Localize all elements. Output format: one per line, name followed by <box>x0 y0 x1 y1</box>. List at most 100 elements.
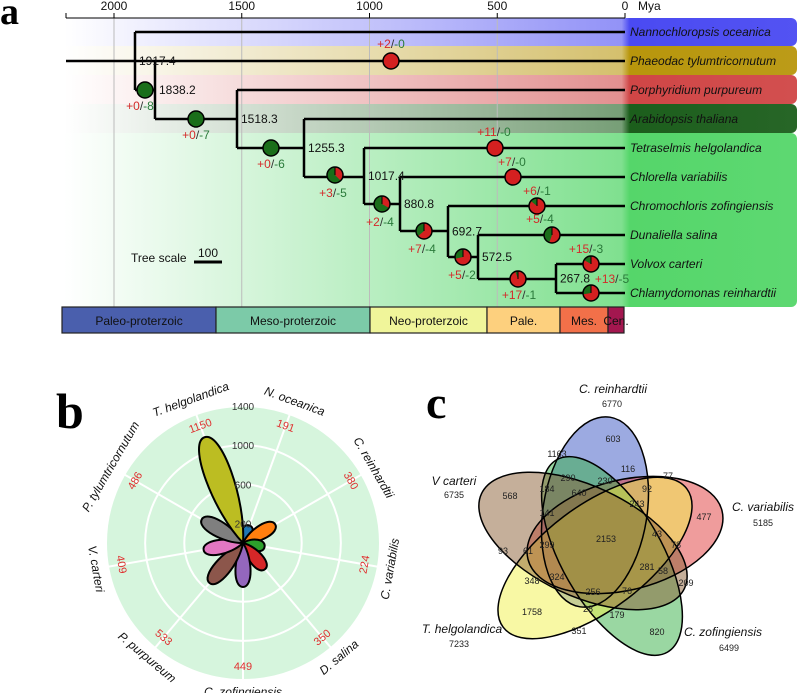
separator: / <box>391 37 395 51</box>
venn-region-count: 230 <box>597 476 612 486</box>
gain-loss-label: +0/-8 <box>126 99 154 113</box>
gain-loss-label: +2/-4 <box>366 215 394 229</box>
node-age-label: 880.8 <box>404 197 434 211</box>
venn-set-name: C. reinhardtii <box>579 382 647 396</box>
loss-value: -4 <box>425 242 436 256</box>
venn-region-count: 93 <box>498 546 508 556</box>
venn-region-count: 141 <box>539 508 554 518</box>
venn-region-count: 58 <box>658 566 668 576</box>
gain-value: +13 <box>595 272 616 286</box>
gain-value: +0 <box>182 128 196 142</box>
taxon-label: Dunaliella salina <box>630 228 718 242</box>
taxon-band <box>0 133 797 307</box>
separator: / <box>522 288 526 302</box>
venn-set-name: C. variabilis <box>732 500 794 514</box>
gain-loss-pie <box>509 270 527 288</box>
gain-loss-pie <box>262 139 280 157</box>
tree-scale-value: 100 <box>198 246 218 260</box>
separator: / <box>537 184 541 198</box>
venn-region-count: 348 <box>524 576 539 586</box>
venn-region-count: 28 <box>583 604 593 614</box>
venn-set-outline <box>540 416 650 608</box>
tree-scale: Tree scale 100 <box>131 246 222 265</box>
venn-region-count: 209 <box>678 578 693 588</box>
taxon-label: Tetraselmis helgolandica <box>630 141 762 155</box>
pie-outline <box>486 139 504 157</box>
venn-region-count: 299 <box>539 540 554 550</box>
geologic-era-bar: Paleo-proterzoic Meso-proterzoic Neo-prote… <box>61 306 629 334</box>
gain-loss-label: +17/-1 <box>502 288 537 302</box>
gain-slice <box>383 53 399 69</box>
node-age-labels: 1917.4 1838.2 1518.3 1255.3 1017.4 880.8 692.7… <box>139 54 590 286</box>
venn-set-outline <box>540 455 684 657</box>
venn-region-count: 290 <box>560 473 575 483</box>
separator: / <box>512 155 516 169</box>
venn-set-outline <box>478 471 688 611</box>
gain-loss-label: +0/-6 <box>257 157 285 171</box>
separator: / <box>589 242 593 256</box>
loss-value: -0 <box>394 37 405 51</box>
gain-loss-label: +3/-5 <box>319 186 347 200</box>
pie-outline <box>187 110 205 128</box>
gain-value: +11 <box>477 125 497 139</box>
loss-value: -0 <box>515 155 526 169</box>
category-label: C. variabilis <box>378 537 403 601</box>
gain-slice <box>417 223 433 239</box>
pie-outline <box>382 52 400 70</box>
loss-slice <box>188 111 204 127</box>
gain-loss-pie <box>486 139 504 157</box>
gain-loss-label: +2/-0 <box>377 37 405 51</box>
venn-region-count: 281 <box>639 562 654 572</box>
axis-tick-label: 1000 <box>356 0 383 13</box>
loss-value: -5 <box>619 272 630 286</box>
venn-set-total: 5185 <box>753 518 773 528</box>
value-label: 191 <box>275 418 296 436</box>
venn-region-count: 92 <box>642 484 652 494</box>
venn-set-name: C. zofingiensis <box>684 625 762 639</box>
venn-region-count: 324 <box>549 572 564 582</box>
loss-value: -1 <box>526 288 537 302</box>
venn-region-count: 179 <box>609 610 624 620</box>
node-age-label: 267.8 <box>560 272 590 286</box>
loss-value: -3 <box>593 242 604 256</box>
separator: / <box>271 157 275 171</box>
gain-loss-label: +0/-7 <box>182 128 210 142</box>
loss-value: -7 <box>199 128 210 142</box>
gain-value: +3 <box>319 186 333 200</box>
taxon-label: Phaeodac tylumtricornutum <box>630 54 776 68</box>
loss-value: -5 <box>336 186 347 200</box>
venn-set-outline <box>497 476 693 640</box>
venn-set-total: 7233 <box>449 639 469 649</box>
loss-slice <box>137 82 153 98</box>
time-axis: 2000 1500 1000 500 0 Mya <box>65 0 661 19</box>
pie-outline <box>136 81 154 99</box>
gain-slice <box>549 227 560 243</box>
radial-tick-label: 1000 <box>232 441 255 452</box>
taxon-label: Chlamydomonas reinhardtii <box>630 286 776 300</box>
gain-loss-pie <box>582 255 600 273</box>
petal-bar <box>198 436 245 546</box>
gain-value: +6 <box>523 184 537 198</box>
venn-region-count: 1163 <box>547 449 566 459</box>
loss-value: -2 <box>465 268 476 282</box>
venn-set-name: V carteri <box>432 474 477 488</box>
venn-set-name: T. helgolandica <box>422 622 503 636</box>
gain-loss-label: +7/-4 <box>408 242 436 256</box>
venn-region-count: 116 <box>621 464 635 474</box>
node-age-label: 1838.2 <box>159 83 196 97</box>
gain-value: +0 <box>257 157 271 171</box>
axis-unit-label: Mya <box>638 0 661 13</box>
venn-set-total: 6499 <box>719 643 739 653</box>
venn-region-count: 2153 <box>596 534 616 544</box>
time-gridlines <box>113 18 498 307</box>
venn-region-count: 351 <box>571 626 586 636</box>
taxon-label: Volvox carteri <box>630 257 703 271</box>
radial-tick-label: 1400 <box>232 402 255 413</box>
separator: / <box>380 215 384 229</box>
angular-gridline <box>242 413 291 544</box>
tree-scale-label: Tree scale <box>131 251 187 265</box>
era-label: Mes. <box>571 314 597 328</box>
taxon-label: Nannochloropsis oceanica <box>630 25 771 39</box>
taxon-label: Chromochloris zofingiensis <box>630 199 773 213</box>
